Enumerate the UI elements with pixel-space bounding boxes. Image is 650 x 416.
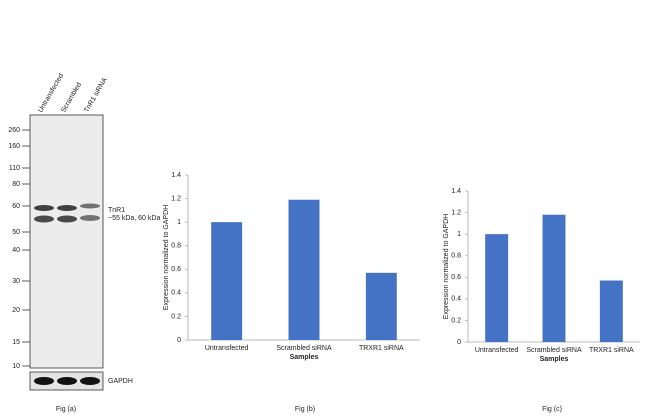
bar bbox=[485, 234, 509, 342]
caption: Fig (b) bbox=[295, 406, 315, 413]
x-tick-label: Scrambled siRNA bbox=[526, 347, 582, 354]
y-tick-label: 1.4 bbox=[451, 188, 461, 195]
marker-label: 160 bbox=[8, 143, 20, 150]
band-label: TnR1 bbox=[108, 207, 125, 214]
marker-label: 30 bbox=[12, 278, 20, 285]
lane-label: Scrambled bbox=[60, 81, 83, 114]
y-axis-label: Expression normalized to GAPDH bbox=[163, 205, 170, 310]
y-tick-label: 0 bbox=[177, 337, 181, 344]
band-size: ~55 kDa, 60 kDa bbox=[108, 215, 160, 222]
blot-bands bbox=[34, 203, 100, 223]
marker-label: 80 bbox=[12, 181, 20, 188]
x-tick-label: Scrambled siRNA bbox=[276, 345, 332, 352]
blot-membrane bbox=[29, 114, 104, 369]
caption: Fig (a) bbox=[56, 406, 76, 413]
marker-label: 50 bbox=[12, 229, 20, 236]
y-tick-label: 0.8 bbox=[451, 253, 461, 260]
y-tick-label: 0.4 bbox=[451, 296, 461, 303]
y-tick-label: 1 bbox=[177, 219, 181, 226]
bar bbox=[599, 280, 623, 342]
marker-label: 20 bbox=[12, 307, 20, 314]
marker-label: 40 bbox=[12, 247, 20, 254]
loading-label: GAPDH bbox=[108, 378, 133, 385]
y-tick-label: 0.8 bbox=[171, 243, 181, 250]
bar bbox=[365, 272, 397, 340]
marker-label: 60 bbox=[12, 203, 20, 210]
bar bbox=[542, 214, 566, 342]
y-tick-label: 1.4 bbox=[171, 172, 181, 179]
y-tick-label: 1 bbox=[457, 231, 461, 238]
x-tick-label: TRXR1 siRNA bbox=[359, 345, 404, 352]
y-tick-label: 1.2 bbox=[171, 195, 181, 202]
x-tick-label: Untransfected bbox=[475, 347, 519, 354]
x-axis-label: Samples bbox=[540, 356, 569, 363]
y-tick-label: 0.2 bbox=[451, 317, 461, 324]
bar bbox=[288, 199, 320, 340]
caption: Fig (c) bbox=[542, 406, 562, 413]
y-tick-label: 0 bbox=[457, 339, 461, 346]
x-axis-label: Samples bbox=[290, 354, 319, 361]
lane-label: TnR1 siRNA bbox=[83, 76, 109, 113]
y-axis-label: Expression normalized to GAPDH bbox=[443, 214, 450, 319]
x-tick-label: TRXR1 siRNA bbox=[589, 347, 634, 354]
y-tick-label: 0.6 bbox=[451, 274, 461, 281]
marker-label: 260 bbox=[8, 127, 20, 134]
y-tick-label: 1.2 bbox=[451, 209, 461, 216]
gapdh-bands bbox=[34, 377, 100, 385]
marker-label: 15 bbox=[12, 339, 20, 346]
x-tick-label: Untransfected bbox=[205, 345, 249, 352]
y-tick-label: 0.2 bbox=[171, 313, 181, 320]
y-tick-label: 0.6 bbox=[171, 266, 181, 273]
y-tick-label: 0.4 bbox=[171, 290, 181, 297]
marker-label: 10 bbox=[12, 363, 20, 370]
marker-label: 110 bbox=[9, 165, 20, 172]
bar bbox=[211, 222, 243, 340]
